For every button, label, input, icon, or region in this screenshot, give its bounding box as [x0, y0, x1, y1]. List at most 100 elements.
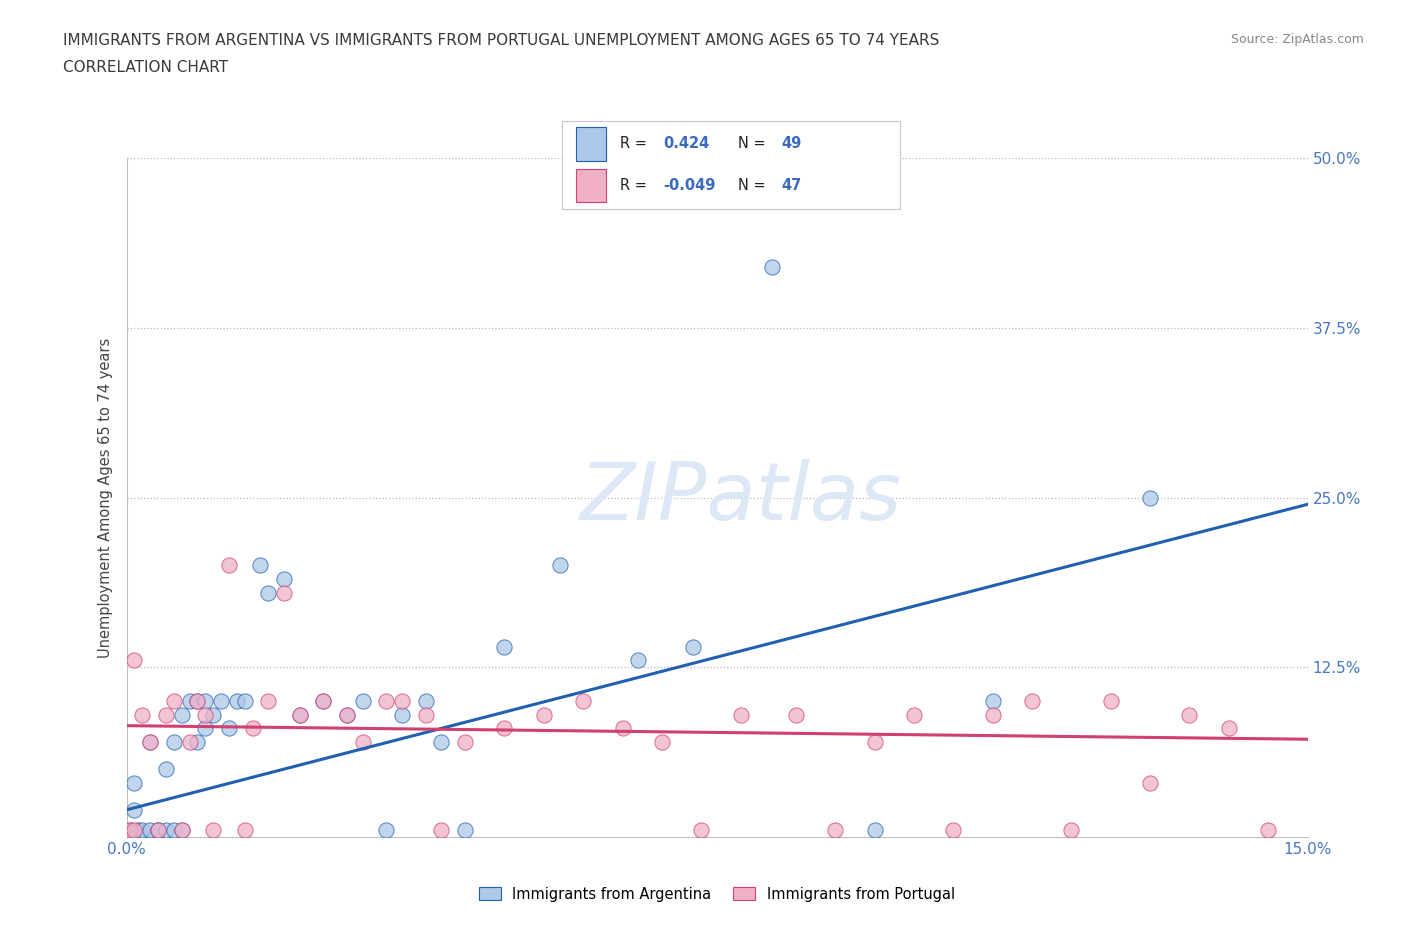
Point	[682, 640, 704, 655]
Y-axis label: Unemployment Among Ages 65 to 74 years: Unemployment Among Ages 65 to 74 years	[98, 338, 114, 658]
Point	[1139, 776, 1161, 790]
Point	[1178, 708, 1201, 723]
Point	[124, 776, 146, 790]
Point	[120, 823, 142, 838]
Point	[233, 823, 256, 838]
Point	[218, 558, 240, 573]
Point	[155, 762, 177, 777]
Text: 47: 47	[782, 178, 801, 193]
Point	[155, 823, 177, 838]
Point	[863, 735, 886, 750]
Point	[225, 694, 247, 709]
Point	[548, 558, 571, 573]
Point	[651, 735, 673, 750]
Point	[336, 708, 359, 723]
FancyBboxPatch shape	[576, 168, 606, 202]
Point	[242, 721, 264, 736]
Point	[209, 694, 232, 709]
Point	[824, 823, 846, 838]
Point	[430, 823, 453, 838]
Point	[179, 735, 201, 750]
FancyBboxPatch shape	[576, 127, 606, 161]
Point	[312, 694, 335, 709]
Point	[131, 708, 153, 723]
Point	[233, 694, 256, 709]
Point	[146, 823, 169, 838]
Point	[336, 708, 359, 723]
Point	[903, 708, 925, 723]
Point	[981, 708, 1004, 723]
Point	[415, 708, 437, 723]
Point	[785, 708, 807, 723]
Point	[124, 830, 146, 844]
Point	[352, 694, 374, 709]
Point	[146, 823, 169, 838]
Point	[163, 823, 186, 838]
Text: Source: ZipAtlas.com: Source: ZipAtlas.com	[1230, 33, 1364, 46]
Point	[730, 708, 752, 723]
Point	[121, 830, 143, 844]
Text: N =: N =	[738, 137, 770, 152]
Point	[186, 694, 208, 709]
Point	[454, 735, 477, 750]
Point	[127, 823, 149, 838]
Point	[218, 721, 240, 736]
Point	[124, 823, 146, 838]
Point	[273, 585, 295, 600]
Point	[194, 721, 217, 736]
Text: R =: R =	[620, 178, 651, 193]
Point	[273, 572, 295, 587]
Point	[494, 721, 516, 736]
Point	[391, 708, 413, 723]
Point	[124, 653, 146, 668]
Point	[257, 585, 280, 600]
Point	[186, 735, 208, 750]
Point	[494, 640, 516, 655]
Point	[352, 735, 374, 750]
Point	[1257, 823, 1279, 838]
Point	[170, 708, 193, 723]
Point	[1060, 823, 1083, 838]
Point	[131, 823, 153, 838]
Legend: Immigrants from Argentina, Immigrants from Portugal: Immigrants from Argentina, Immigrants fr…	[474, 881, 960, 908]
Point	[139, 735, 162, 750]
Point	[179, 694, 201, 709]
Text: -0.049: -0.049	[664, 178, 716, 193]
Point	[415, 694, 437, 709]
Point	[863, 823, 886, 838]
Point	[627, 653, 650, 668]
Point	[1021, 694, 1043, 709]
Point	[202, 823, 225, 838]
Point	[194, 708, 217, 723]
Point	[163, 694, 186, 709]
Point	[375, 823, 398, 838]
Point	[391, 694, 413, 709]
Point	[612, 721, 634, 736]
Text: N =: N =	[738, 178, 770, 193]
Point	[170, 823, 193, 838]
Text: ZIPatlas: ZIPatlas	[579, 458, 901, 537]
Point	[194, 694, 217, 709]
Point	[146, 823, 169, 838]
Point	[186, 694, 208, 709]
Point	[155, 708, 177, 723]
Point	[139, 735, 162, 750]
Text: R =: R =	[620, 137, 651, 152]
Point	[124, 830, 146, 844]
Point	[1218, 721, 1240, 736]
Point	[288, 708, 311, 723]
Text: 49: 49	[782, 137, 801, 152]
Text: CORRELATION CHART: CORRELATION CHART	[63, 60, 228, 75]
Text: 0.424: 0.424	[664, 137, 710, 152]
Point	[131, 830, 153, 844]
Point	[981, 694, 1004, 709]
Point	[163, 735, 186, 750]
Point	[430, 735, 453, 750]
Point	[257, 694, 280, 709]
Point	[1099, 694, 1122, 709]
Point	[170, 823, 193, 838]
Point	[120, 823, 142, 838]
Point	[533, 708, 555, 723]
Point	[312, 694, 335, 709]
Point	[288, 708, 311, 723]
